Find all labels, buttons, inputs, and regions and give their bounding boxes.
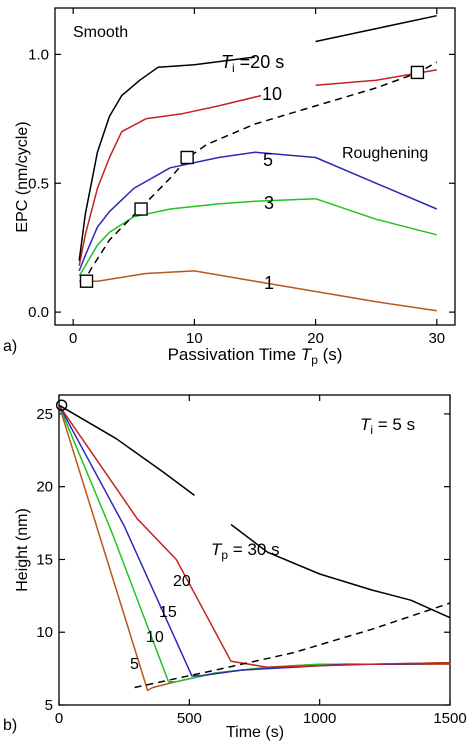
panel-b-start-marker xyxy=(55,399,68,411)
panel-a-ylabel: EPC (nm/cycle) xyxy=(14,121,31,232)
square-marker xyxy=(134,202,148,216)
series-line-3 xyxy=(58,404,451,668)
y-tick-label: 25 xyxy=(36,406,53,423)
panel-a: 0 10 20 30 0.0 0.5 1.0 Smooth Roughening Ti =2… xyxy=(3,7,456,367)
series-label-20: Ti =20 s xyxy=(221,52,284,75)
panel-a-dashed-curve xyxy=(82,61,438,285)
smooth-annotation: Smooth xyxy=(73,24,128,41)
panel-a-square-markers xyxy=(79,65,425,288)
square-marker xyxy=(180,150,194,165)
series-line-4-continued xyxy=(315,14,437,43)
panel-b-dashed-curve xyxy=(134,602,451,689)
series-line-1 xyxy=(78,197,437,277)
series-label-10: 10 xyxy=(262,84,282,104)
dashed-trend-line xyxy=(134,602,451,689)
series-line-4 xyxy=(58,404,195,497)
y-tick-label: 0.5 xyxy=(28,175,49,192)
x-tick-label: 1000 xyxy=(303,710,336,727)
series-line-0 xyxy=(79,270,437,312)
y-tick-label: 10 xyxy=(36,624,53,641)
panel-b-axis-ticks: 0 500 1000 1500 5 10 15 20 25 xyxy=(36,395,467,727)
series-label-5: 5 xyxy=(263,150,273,170)
panel-b-frame xyxy=(58,394,451,706)
panel-b-label: b) xyxy=(3,717,17,734)
panel-b-ylabel: Height (nm) xyxy=(14,508,31,592)
square-marker xyxy=(79,274,94,288)
series-line-4-continued xyxy=(230,523,451,619)
panel-a-xlabel: Passivation Time Tp (s) xyxy=(168,345,343,367)
series-line-3 xyxy=(78,94,262,266)
series-label-3: 3 xyxy=(264,193,274,213)
x-tick-label: 10 xyxy=(186,330,203,347)
panel-a-frame xyxy=(54,7,456,326)
series-label-b10: 10 xyxy=(146,629,164,646)
y-tick-label: 15 xyxy=(36,551,53,568)
panel-a-label: a) xyxy=(3,338,17,355)
series-label-1: 1 xyxy=(264,273,274,293)
circle-marker xyxy=(55,399,68,411)
x-tick-label: 0 xyxy=(55,710,63,727)
series-line-2 xyxy=(78,151,438,272)
square-marker xyxy=(410,65,425,80)
panel-a-axis-ticks: 0 10 20 30 0.0 0.5 1.0 xyxy=(28,8,455,347)
x-tick-label: 20 xyxy=(307,330,324,347)
dashed-trend-line xyxy=(82,61,438,285)
series-line-4 xyxy=(78,56,256,261)
x-tick-label: 30 xyxy=(428,330,445,347)
panel-b-xlabel: Time (s) xyxy=(226,724,284,741)
series-label-b20: 20 xyxy=(173,573,191,590)
series-label-tp30: Tp = 30 s xyxy=(211,540,280,562)
series-label-b15: 15 xyxy=(159,604,177,621)
y-tick-label: 0.0 xyxy=(28,304,49,321)
y-tick-label: 20 xyxy=(36,479,53,496)
x-tick-label: 1500 xyxy=(433,710,466,727)
y-tick-label: 5 xyxy=(45,697,53,714)
panel-b-curves xyxy=(58,404,451,692)
y-tick-label: 1.0 xyxy=(28,46,49,63)
series-label-b5: 5 xyxy=(130,656,139,673)
x-tick-label: 500 xyxy=(177,710,202,727)
ti-annotation: Ti = 5 s xyxy=(360,415,415,437)
panel-b: 0 500 1000 1500 5 10 15 20 25 Ti = 5 s Tp = 30 s… xyxy=(3,394,467,741)
roughening-annotation: Roughening xyxy=(342,145,428,162)
x-tick-label: 0 xyxy=(69,330,77,347)
